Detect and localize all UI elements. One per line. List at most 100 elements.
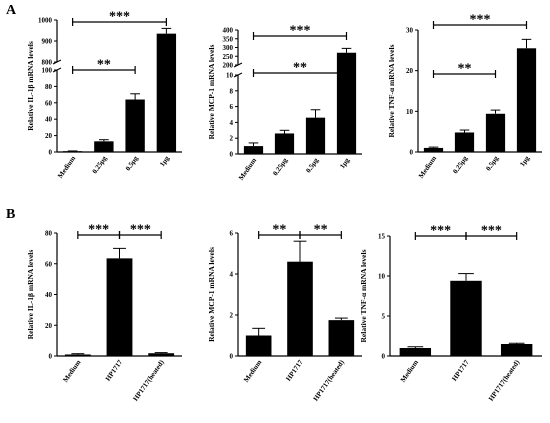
y-axis-label: Relative TNF-α mRNA levels xyxy=(387,44,396,137)
category-label: 0.5μg xyxy=(484,154,500,172)
significance-label: *** xyxy=(470,13,491,28)
y-tick-label: 5 xyxy=(382,313,386,321)
y-tick-label: 0 xyxy=(382,353,386,361)
y-tick-label: 80 xyxy=(45,230,53,238)
category-label: HP1717(heated) xyxy=(312,358,347,403)
panel-label-b: B xyxy=(6,207,15,222)
y-tick-label: 20 xyxy=(406,67,414,75)
y-axis-label: Relative IL-1β mRNA levels xyxy=(26,41,35,131)
category-label: 1μg xyxy=(338,156,351,170)
y-tick-label: 300 xyxy=(223,44,234,52)
y-tick-label: 10 xyxy=(406,108,414,116)
significance-label: ** xyxy=(314,223,328,238)
y-tick-label: 0 xyxy=(49,149,53,157)
panel-label-a: A xyxy=(6,3,17,18)
significance-label: *** xyxy=(88,223,109,238)
category-label: HP1717 xyxy=(284,358,304,382)
bar xyxy=(94,141,114,152)
bar xyxy=(399,348,432,356)
significance-label: ** xyxy=(293,61,307,76)
y-tick-label: 100 xyxy=(42,67,53,75)
category-label: 0.25μg xyxy=(451,154,469,175)
y-tick-label: 250 xyxy=(223,53,234,61)
category-label: Medium xyxy=(56,154,77,179)
category-label: HP1717(heated) xyxy=(132,358,167,403)
bar xyxy=(423,147,444,152)
y-tick-label: 0 xyxy=(230,151,234,159)
y-tick-label: 4 xyxy=(230,271,234,279)
y-tick-label: 15 xyxy=(378,233,386,241)
category-label: 0.5μg xyxy=(124,154,140,172)
bar xyxy=(516,48,537,152)
bar xyxy=(450,280,482,356)
category-label: HP1717 xyxy=(104,358,124,382)
bar xyxy=(287,261,313,356)
y-tick-label: 8 xyxy=(230,87,234,95)
significance-label: *** xyxy=(290,24,311,39)
y-tick-label: 10 xyxy=(378,273,386,281)
y-tick-label: 0 xyxy=(230,353,234,361)
category-label: Medium xyxy=(399,358,420,383)
category-label: Medium xyxy=(242,358,263,383)
y-tick-label: 400 xyxy=(223,27,234,35)
significance-label: *** xyxy=(109,10,130,25)
y-tick-label: 350 xyxy=(223,35,234,43)
category-label: 0.25μg xyxy=(91,154,109,175)
chart-6: 0 5 10 15 Relative TNF-α mRNA levels Medium HP… xyxy=(359,224,542,403)
y-tick-label: 60 xyxy=(45,99,53,107)
y-tick-label: 80 xyxy=(45,83,53,91)
y-axis-label: Relative TNF-α mRNA levels xyxy=(359,249,368,342)
y-tick-label: 30 xyxy=(406,27,414,35)
significance-label: ** xyxy=(272,223,286,238)
y-tick-label: 40 xyxy=(45,291,53,299)
chart-5: 0 2 4 6 Relative MCP-1 mRNA levels Medium HP17… xyxy=(207,223,362,403)
y-tick-label: 0 xyxy=(410,149,414,157)
y-tick-label: 20 xyxy=(45,322,53,330)
category-label: HP1717 xyxy=(450,358,470,382)
category-label: 1μg xyxy=(158,154,171,168)
chart-3: 0 10 20 30 Relative TNF-α mRNA levels Medium 0… xyxy=(387,13,542,180)
y-tick-label: 6 xyxy=(230,230,234,238)
bar xyxy=(148,353,175,356)
significance-label: *** xyxy=(130,223,151,238)
significance-label: *** xyxy=(481,224,502,239)
category-label: Medium xyxy=(417,154,438,179)
y-tick-label: 60 xyxy=(45,260,53,268)
bar xyxy=(243,146,264,154)
bar xyxy=(500,344,533,356)
y-tick-label: 800 xyxy=(42,59,53,67)
bar xyxy=(328,320,355,356)
bar xyxy=(454,132,475,152)
bar xyxy=(336,52,357,154)
y-tick-label: 0 xyxy=(49,353,53,361)
y-tick-label: 1000 xyxy=(38,17,53,25)
category-label: Medium xyxy=(237,156,258,181)
bar xyxy=(62,151,83,152)
bar xyxy=(485,113,506,152)
bar xyxy=(64,354,91,356)
category-label: Medium xyxy=(61,358,82,383)
bar xyxy=(106,258,133,356)
y-tick-label: 200 xyxy=(223,62,234,70)
y-tick-label: 4 xyxy=(230,119,234,127)
significance-label: ** xyxy=(97,58,111,73)
bar xyxy=(274,133,295,154)
significance-label: ** xyxy=(458,62,472,77)
y-tick-label: 6 xyxy=(230,103,234,111)
bar xyxy=(305,117,326,154)
y-tick-label: 2 xyxy=(230,312,234,320)
y-axis-label: Relative MCP-1 mRNA levels xyxy=(207,247,216,342)
y-tick-label: 20 xyxy=(45,132,53,140)
y-tick-label: 40 xyxy=(45,116,53,124)
y-tick-label: 2 xyxy=(230,135,234,143)
category-label: 0.5μg xyxy=(304,156,320,174)
bar xyxy=(125,99,145,152)
significance-label: *** xyxy=(430,224,451,239)
bar xyxy=(245,335,272,356)
y-tick-label: 900 xyxy=(42,38,53,46)
category-label: HP1717(heated) xyxy=(487,358,522,403)
y-tick-label: 10 xyxy=(226,72,234,80)
